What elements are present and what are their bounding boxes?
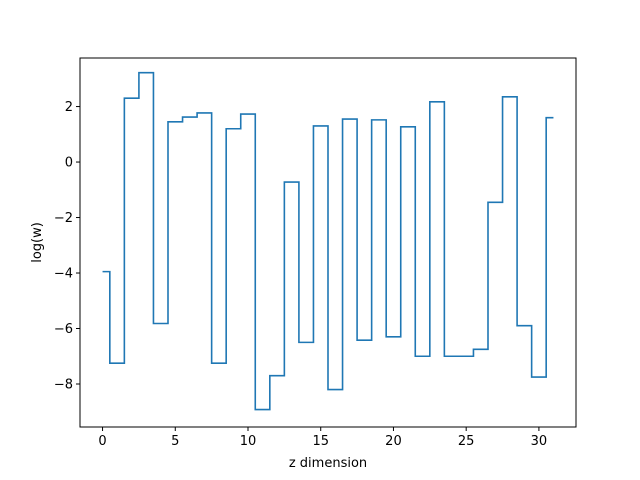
x-tick-label: 20 bbox=[385, 434, 402, 449]
y-tick-label: 2 bbox=[65, 100, 73, 115]
x-tick-label: 30 bbox=[531, 434, 548, 449]
series-line-0 bbox=[102, 71, 554, 411]
y-tick-label: 0 bbox=[65, 156, 73, 171]
x-tick-label: 10 bbox=[240, 434, 257, 449]
y-tick-label: −2 bbox=[54, 211, 73, 226]
y-tick-label: −4 bbox=[54, 267, 73, 282]
series-layer bbox=[102, 71, 554, 411]
x-tick-label: 25 bbox=[458, 434, 475, 449]
x-tick-label: 15 bbox=[312, 434, 329, 449]
y-tick-label: −8 bbox=[54, 377, 73, 392]
plot-frame bbox=[79, 57, 577, 428]
x-tick-label: 0 bbox=[98, 434, 106, 449]
y-axis-ticks: −8 −6 −4 −2 0 2 bbox=[54, 100, 80, 392]
x-axis-label: z dimension bbox=[289, 456, 367, 471]
x-axis-ticks: 0 5 10 15 20 25 30 bbox=[98, 427, 547, 449]
y-axis-label: log(w) bbox=[30, 222, 45, 263]
x-tick-label: 5 bbox=[171, 434, 179, 449]
y-tick-label: −6 bbox=[54, 322, 73, 337]
